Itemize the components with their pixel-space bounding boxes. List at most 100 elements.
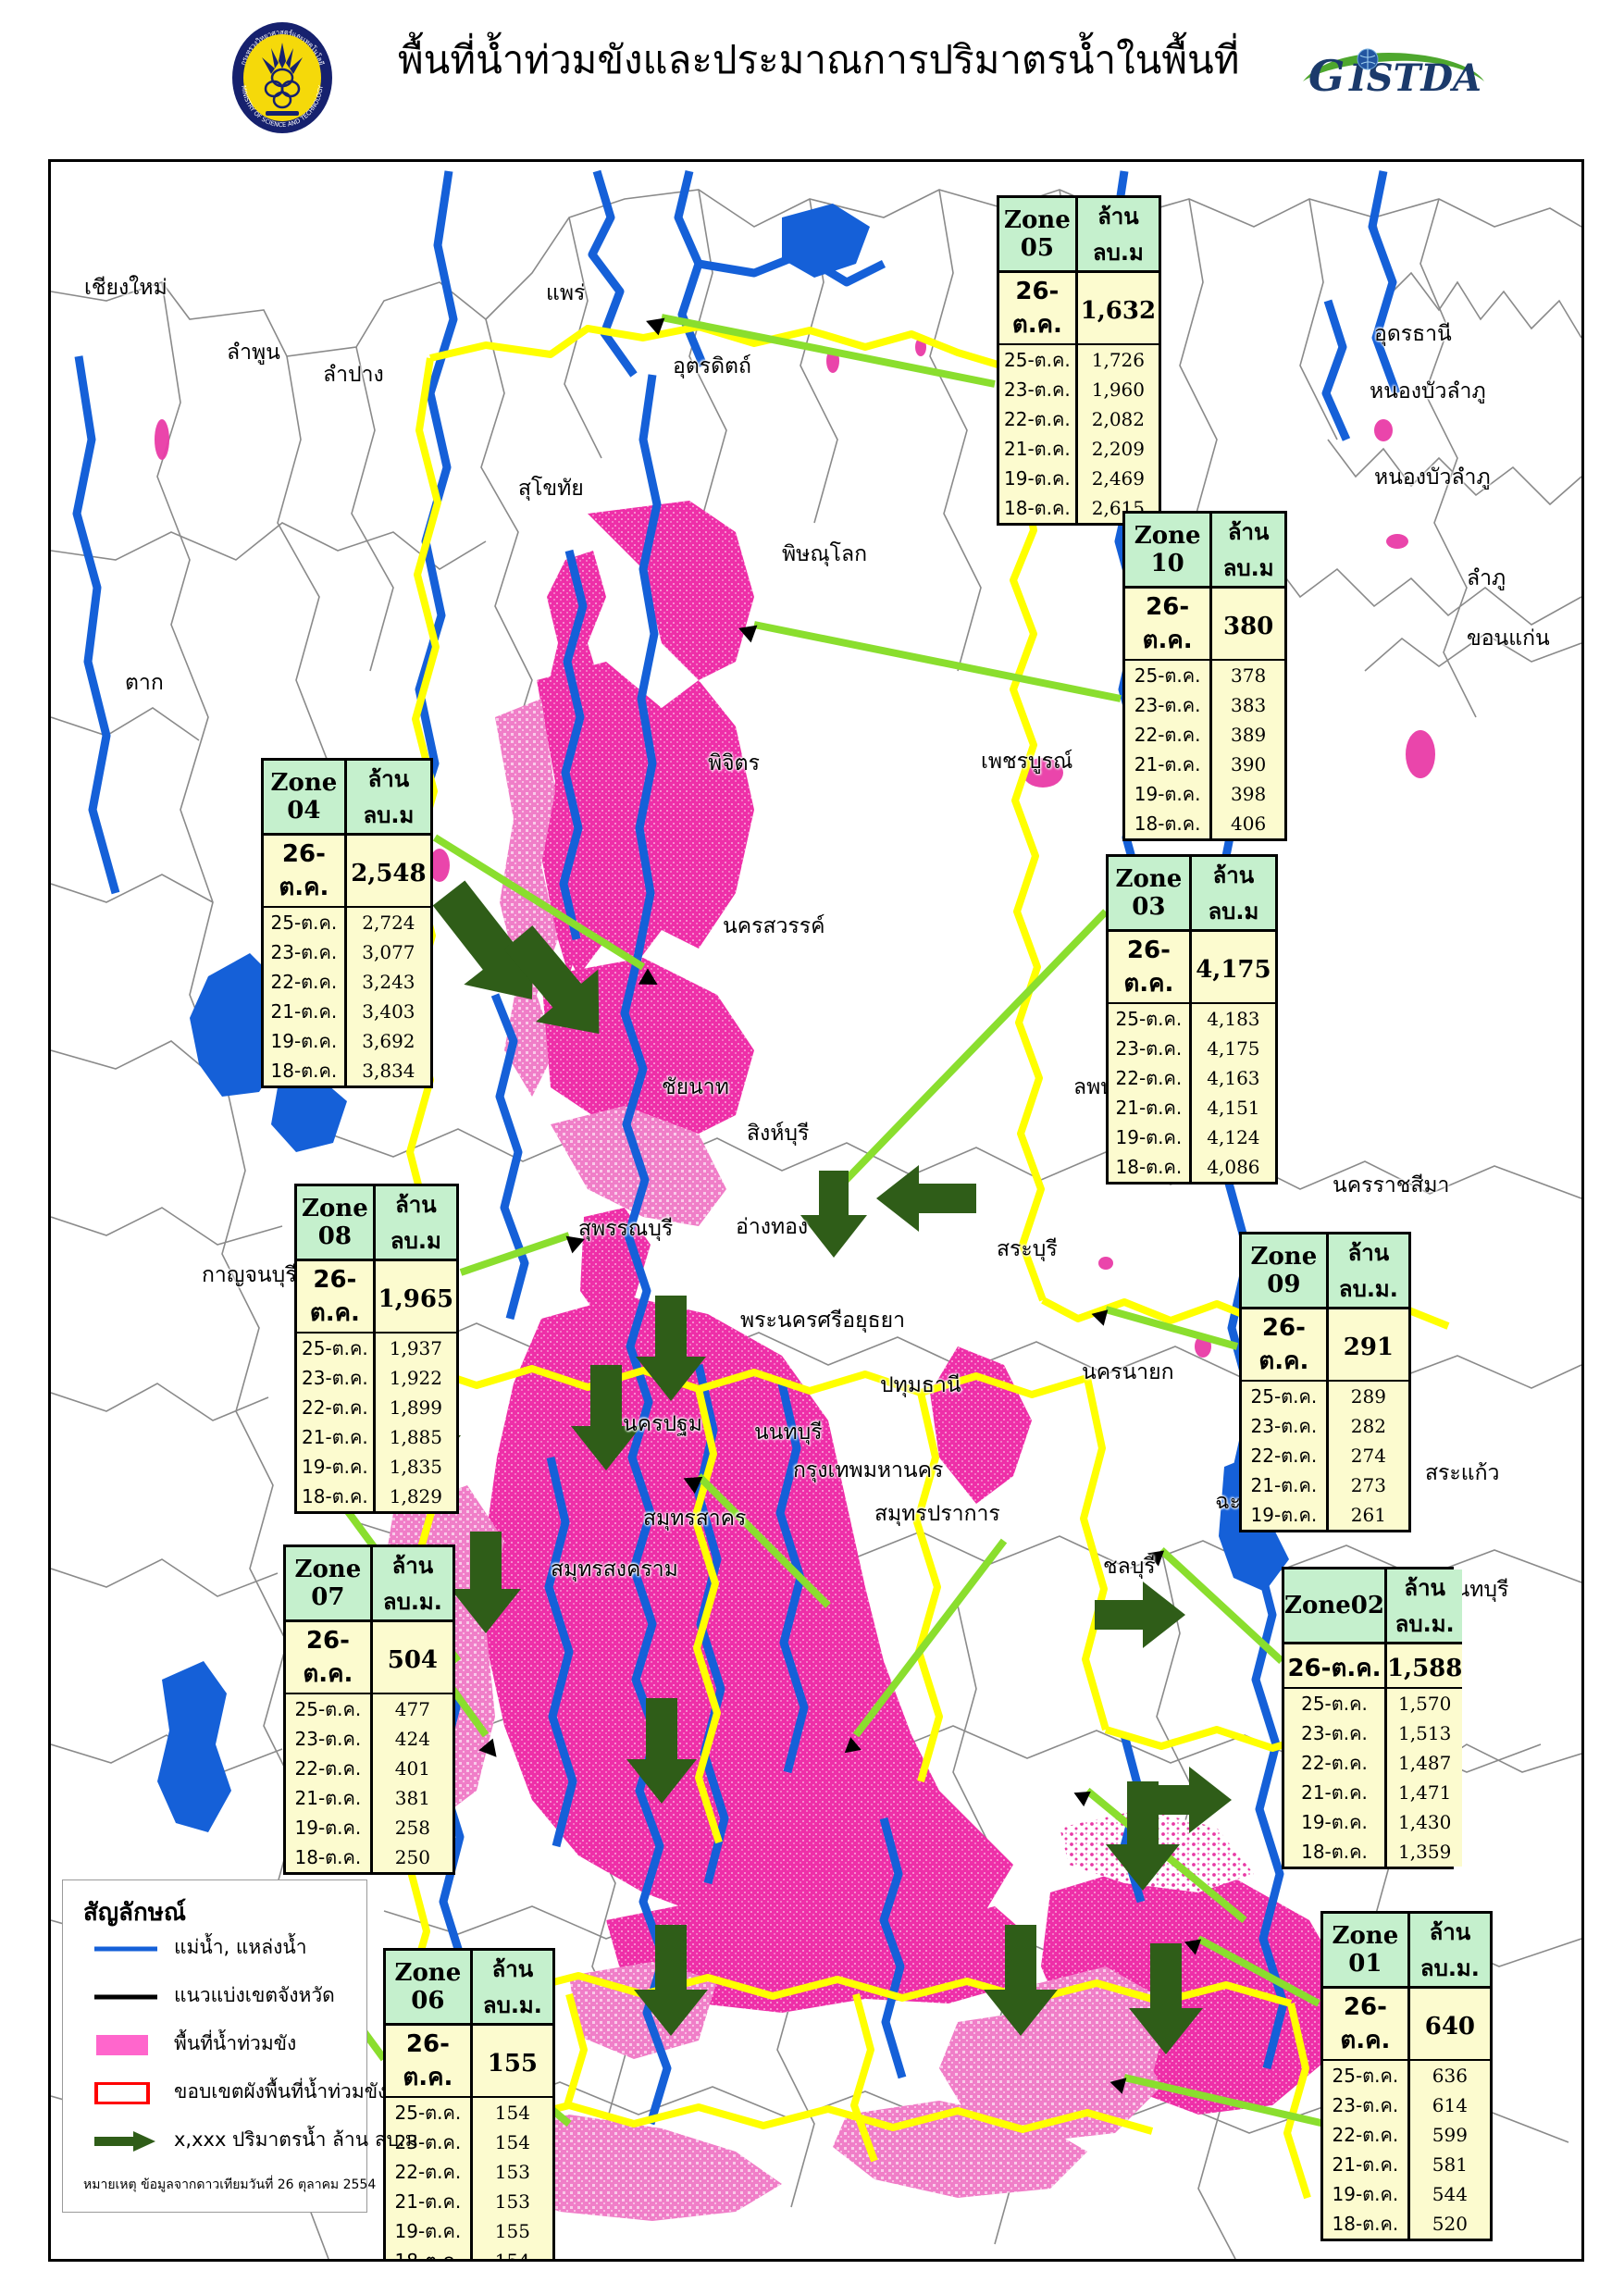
zone-history-row: 18-ต.ค. 250 [286,1842,452,1872]
zone-table-unit: ล้าน ลบ.ม. [1385,1569,1463,1644]
zone-history-row: 21-ต.ค. 381 [286,1783,452,1813]
flow-arrow-east-right-1 [1095,1582,1185,1648]
legend-item: ขอบเขตผังพื้นที่น้ำท่วมขัง [83,2073,387,2114]
zone-history-row: 19-ต.ค. 4,124 [1109,1123,1275,1152]
zone-history-date: 25-ต.ค. [1242,1380,1329,1411]
zone-latest-value: 2,548 [345,834,430,907]
zone-history-value: 2,724 [345,906,430,937]
map-frame[interactable]: เชียงใหม่ ลำพูน ลำปาง แพร่ อุตรดิตถ์ สุโขทัยพ… [48,159,1584,2262]
zone-history-row: 19-ต.ค. 1,835 [297,1452,456,1482]
zone-history-value: 3,692 [345,1026,430,1056]
pink-fill-icon [93,2034,159,2056]
zone-history-value: 544 [1408,2179,1490,2209]
zone-history-row: 25-ต.ค. 1,570 [1284,1687,1463,1718]
zone-history-row: 22-ต.ค. 401 [286,1754,452,1783]
zone-history-date: 25-ต.ค. [386,2096,473,2128]
zone-history-value: 3,243 [345,967,430,997]
zone-history-value: 282 [1327,1411,1408,1441]
ministry-of-science-and-technology-seal-icon: กระทรวงวิทยาศาสตร์และเทคโนโลยี MINISTRY … [225,20,340,135]
zone-volume-table-zone09: Zone 09 ล้าน ลบ.ม. 26-ต.ค. 291 25-ต.ค. 289 23-… [1239,1232,1411,1532]
zone-volume-table-zone08: Zone 08 ล้าน ลบ.ม 26-ต.ค. 1,965 25-ต.ค. 1,937… [294,1184,459,1514]
flood-area-upper-nan [588,501,754,680]
zone-history-value: 390 [1210,750,1284,779]
zone-history-value: 389 [1210,720,1284,750]
flow-arrow-ayutthaya-mid [571,1365,641,1470]
zone-table-name: Zone 09 [1242,1234,1329,1309]
zone-history-row: 23-ต.ค. 424 [286,1724,452,1754]
zone-table-name: Zone 07 [286,1547,373,1622]
zone-history-value: 581 [1408,2150,1490,2179]
zone-history-date: 21-ต.ค. [264,997,347,1026]
legend-item-label: พื้นที่น้ำท่วมขัง [174,2032,297,2054]
zone-history-row: 22-ต.ค. 599 [1323,2120,1490,2150]
zone-latest-date: 26-ต.ค. [286,1620,373,1693]
zone-history-date: 25-ต.ค. [297,1332,376,1363]
zone-history-value: 4,086 [1190,1152,1275,1182]
zone-history-value: 406 [1210,809,1284,838]
zone-history-value: 2,082 [1076,404,1159,434]
zone-history-value: 261 [1327,1500,1408,1530]
zone-history-value: 4,163 [1190,1063,1275,1093]
zone-history-row: 25-ต.ค. 154 [386,2096,552,2128]
zone-latest-value: 1,632 [1076,271,1159,344]
zone-history-date: 21-ต.ค. [1323,2150,1410,2179]
legend-title: สัญลักษณ์ [83,1899,186,1927]
page-title: พื้นที่น้ำท่วมขังและประมาณการปริมาตรน้ำใ… [398,37,1240,82]
zone-history-value: 2,209 [1076,434,1159,464]
zone-volume-table-zone01: Zone 01 ล้าน ลบ.ม. 26-ต.ค. 640 25-ต.ค. 636 23-… [1320,1911,1493,2241]
flow-arrow-east-1 [1106,1781,1180,1891]
zone-history-date: 25-ต.ค. [1125,659,1213,690]
zone-table-unit: ล้าน ลบ.ม [1076,198,1159,273]
zone-history-value: 3,077 [345,937,430,967]
zone-history-date: 21-ต.ค. [386,2187,473,2216]
zone-history-date: 22-ต.ค. [999,404,1078,434]
zone-history-row: 25-ต.ค. 289 [1242,1380,1408,1411]
zone-volume-table-zone02: Zone02 ล้าน ลบ.ม. 26-ต.ค. 1,588 25-ต.ค. 1,570… [1282,1567,1463,1869]
zone-history-value: 614 [1408,2090,1490,2120]
zone-history-date: 21-ต.ค. [1109,1093,1192,1123]
legend-note: หมายเหตุ ข้อมูลจากดาวเทียมวันที่ 26 ตุลา… [83,2177,377,2192]
zone-history-row: 19-ต.ค. 398 [1125,779,1284,809]
zone-latest-date: 26-ต.ค. [1323,1987,1410,2060]
flow-arrow-chainat-2 [503,925,600,1035]
zone-history-row: 19-ต.ค. 258 [286,1813,452,1842]
zone-latest-value: 1,588 [1385,1643,1463,1688]
legend-item-label: ขอบเขตผังพื้นที่น้ำท่วมขัง [174,2080,388,2103]
zone-table-name: Zone 05 [999,198,1078,273]
zone-latest-value: 1,965 [374,1259,456,1333]
zone-latest-value: 155 [471,2024,552,2097]
zone-history-value: 520 [1408,2209,1490,2239]
flow-arrow-pathumthani [636,1296,706,1401]
zone-latest-date: 26-ต.ค. [1125,587,1213,660]
zone-history-date: 18-ต.ค. [999,493,1078,523]
zone-history-value: 154 [471,2246,552,2259]
zone-history-value: 154 [471,2096,552,2128]
zone-history-value: 153 [471,2157,552,2187]
zone-history-row: 25-ต.ค. 477 [286,1693,452,1724]
zone-history-date: 23-ต.ค. [386,2128,473,2157]
zone-history-value: 1,960 [1076,375,1159,404]
zone-history-value: 1,430 [1385,1807,1463,1837]
zone-history-row: 23-ต.ค. 614 [1323,2090,1490,2120]
zone-table-unit: ล้าน ลบ.ม. [1327,1234,1408,1309]
zone-history-row: 23-ต.ค. 1,960 [999,375,1159,404]
zone-volume-table-zone03: Zone 03 ล้าน ลบ.ม 26-ต.ค. 4,175 25-ต.ค. 4,183… [1106,854,1278,1185]
zone-history-date: 21-ต.ค. [1242,1470,1329,1500]
zone-history-date: 21-ต.ค. [999,434,1078,464]
zone-volume-table-zone10: Zone 10 ล้าน ลบ.ม 26-ต.ค. 380 25-ต.ค. 378 23-ต… [1122,511,1287,841]
zone-history-value: 250 [371,1842,452,1872]
zone-history-value: 378 [1210,659,1284,690]
zone-table-name: Zone 10 [1125,514,1213,589]
zone-volume-table-zone05: Zone 05 ล้าน ลบ.ม 26-ต.ค. 1,632 25-ต.ค. 1,726… [997,195,1161,526]
zone-history-value: 258 [371,1813,452,1842]
zone-history-value: 4,151 [1190,1093,1275,1123]
zone-history-date: 25-ต.ค. [1109,1002,1192,1034]
zone-history-date: 19-ต.ค. [999,464,1078,493]
zone-latest-value: 504 [371,1620,452,1693]
zone-history-row: 25-ต.ค. 636 [1323,2059,1490,2090]
zone-history-value: 1,885 [374,1422,456,1452]
page-header: กระทรวงวิทยาศาสตร์และเทคโนโลยี MINISTRY … [0,0,1624,155]
zone-latest-date: 26-ต.ค. [297,1259,376,1333]
zone-latest-date: 26-ต.ค. [1109,930,1192,1003]
legend-item-label: แนวแบ่งเขตจังหวัด [174,1984,335,2006]
